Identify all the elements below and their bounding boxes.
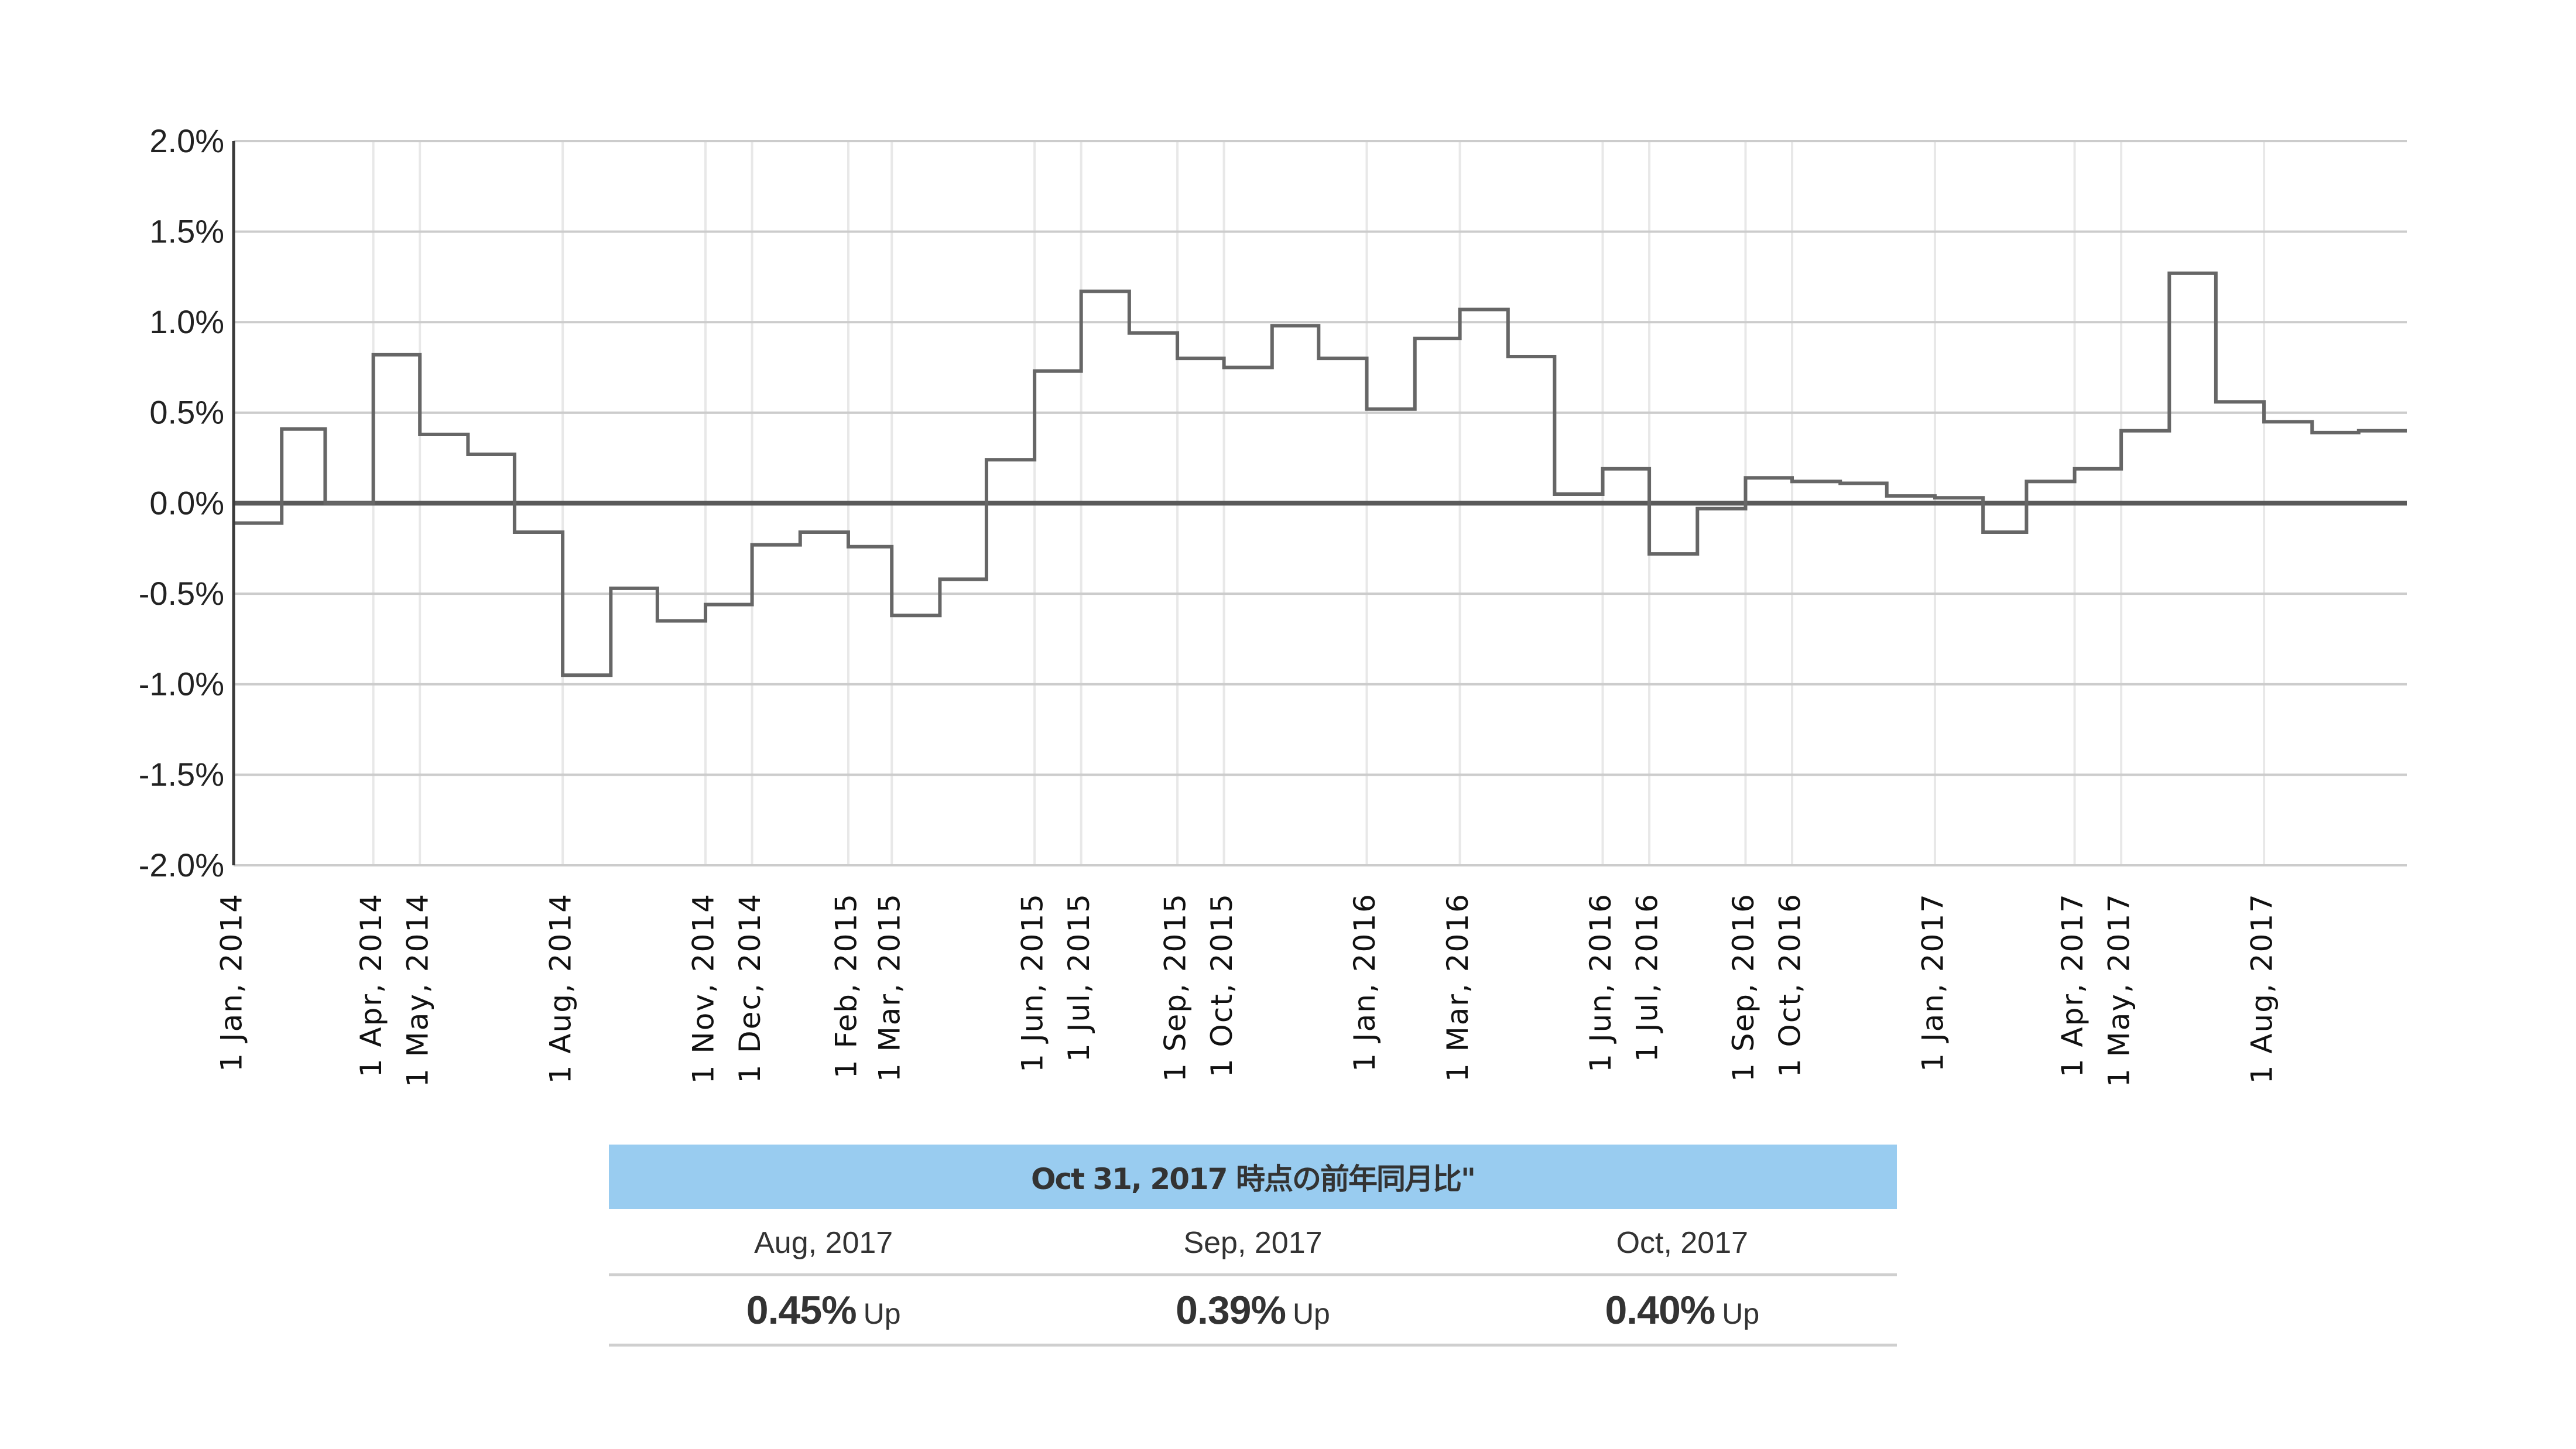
y-tick-label: 1.0% <box>149 303 224 340</box>
x-tick-label: 1 Aug, 2017 <box>2245 893 2279 1084</box>
value-cell: 0.40% Up <box>1468 1287 1897 1333</box>
x-tick-label: 1 Apr, 2017 <box>2056 893 2089 1077</box>
yoy-summary-table: Oct 31, 2017 時点の前年同月比" Aug, 2017 Sep, 20… <box>609 1145 1897 1347</box>
x-tick-label: 1 Nov, 2014 <box>687 893 721 1084</box>
y-tick-label: 0.0% <box>149 484 224 521</box>
direction-label: Up <box>863 1297 901 1330</box>
direction-label: Up <box>1292 1297 1330 1330</box>
month-label: Sep, 2017 <box>1183 1226 1323 1260</box>
y-tick-label: 2.0% <box>149 122 224 159</box>
y-tick-label: 0.5% <box>149 394 224 431</box>
yoy-value: 0.39% <box>1176 1287 1286 1332</box>
summary-month-row: Aug, 2017 Sep, 2017 Oct, 2017 <box>609 1209 1897 1276</box>
x-tick-label: 1 Mar, 2016 <box>1441 893 1475 1082</box>
yoy-value: 0.40% <box>1605 1287 1715 1332</box>
y-tick-label: 1.5% <box>149 213 224 249</box>
x-tick-label: 1 Jul, 2015 <box>1062 893 1096 1062</box>
yoy-step-chart: 2.0% 1.5% 1.0% 0.5% 0.0% -0.5% -1.0% -1.5% -2.0%… <box>139 122 2407 1087</box>
x-tick-label: 1 Dec, 2014 <box>733 893 767 1084</box>
y-tick-label: -0.5% <box>139 575 224 612</box>
x-tick-label: 1 Sep, 2015 <box>1159 893 1193 1082</box>
x-tick-label: 1 Feb, 2015 <box>829 893 863 1078</box>
x-tick-label: 1 May, 2017 <box>2102 893 2136 1087</box>
yoy-value: 0.45% <box>746 1287 857 1332</box>
horizontal-gridlines <box>234 140 2407 866</box>
yoy-series-line <box>234 271 2407 677</box>
x-tick-label: 1 Aug, 2014 <box>544 893 578 1084</box>
y-tick-label: -1.0% <box>139 666 224 703</box>
x-axis-tick-labels: 1 Jan, 2014 1 Apr, 2014 1 May, 2014 1 Aug, … <box>215 893 2279 1087</box>
x-tick-label: 1 Jun, 2016 <box>1584 893 1618 1073</box>
x-tick-label: 1 May, 2014 <box>401 893 435 1087</box>
month-label: Aug, 2017 <box>754 1226 893 1260</box>
x-tick-label: 1 Jan, 2014 <box>215 893 249 1072</box>
x-tick-label: 1 Oct, 2015 <box>1205 893 1239 1077</box>
y-axis-tick-labels: 2.0% 1.5% 1.0% 0.5% 0.0% -0.5% -1.0% -1.5% -2.0% <box>139 122 224 883</box>
x-tick-label: 1 Apr, 2014 <box>354 893 388 1077</box>
x-tick-label: 1 Jul, 2016 <box>1630 893 1664 1062</box>
value-cell: 0.39% Up <box>1038 1287 1467 1333</box>
y-tick-label: -1.5% <box>139 756 224 793</box>
x-tick-label: 1 Jan, 2016 <box>1348 893 1382 1072</box>
direction-label: Up <box>1722 1297 1760 1330</box>
summary-value-row: 0.45% Up 0.39% Up 0.40% Up <box>609 1276 1897 1347</box>
y-tick-label: -2.0% <box>139 847 224 883</box>
x-tick-label: 1 Sep, 2016 <box>1727 893 1760 1082</box>
summary-title: Oct 31, 2017 時点の前年同月比" <box>609 1145 1897 1209</box>
x-tick-label: 1 Mar, 2015 <box>873 893 907 1082</box>
x-tick-label: 1 Jun, 2015 <box>1016 893 1050 1073</box>
x-tick-label: 1 Oct, 2016 <box>1773 893 1807 1077</box>
x-tick-label: 1 Jan, 2017 <box>1916 893 1950 1072</box>
month-label: Oct, 2017 <box>1616 1226 1749 1260</box>
value-cell: 0.45% Up <box>609 1287 1038 1333</box>
